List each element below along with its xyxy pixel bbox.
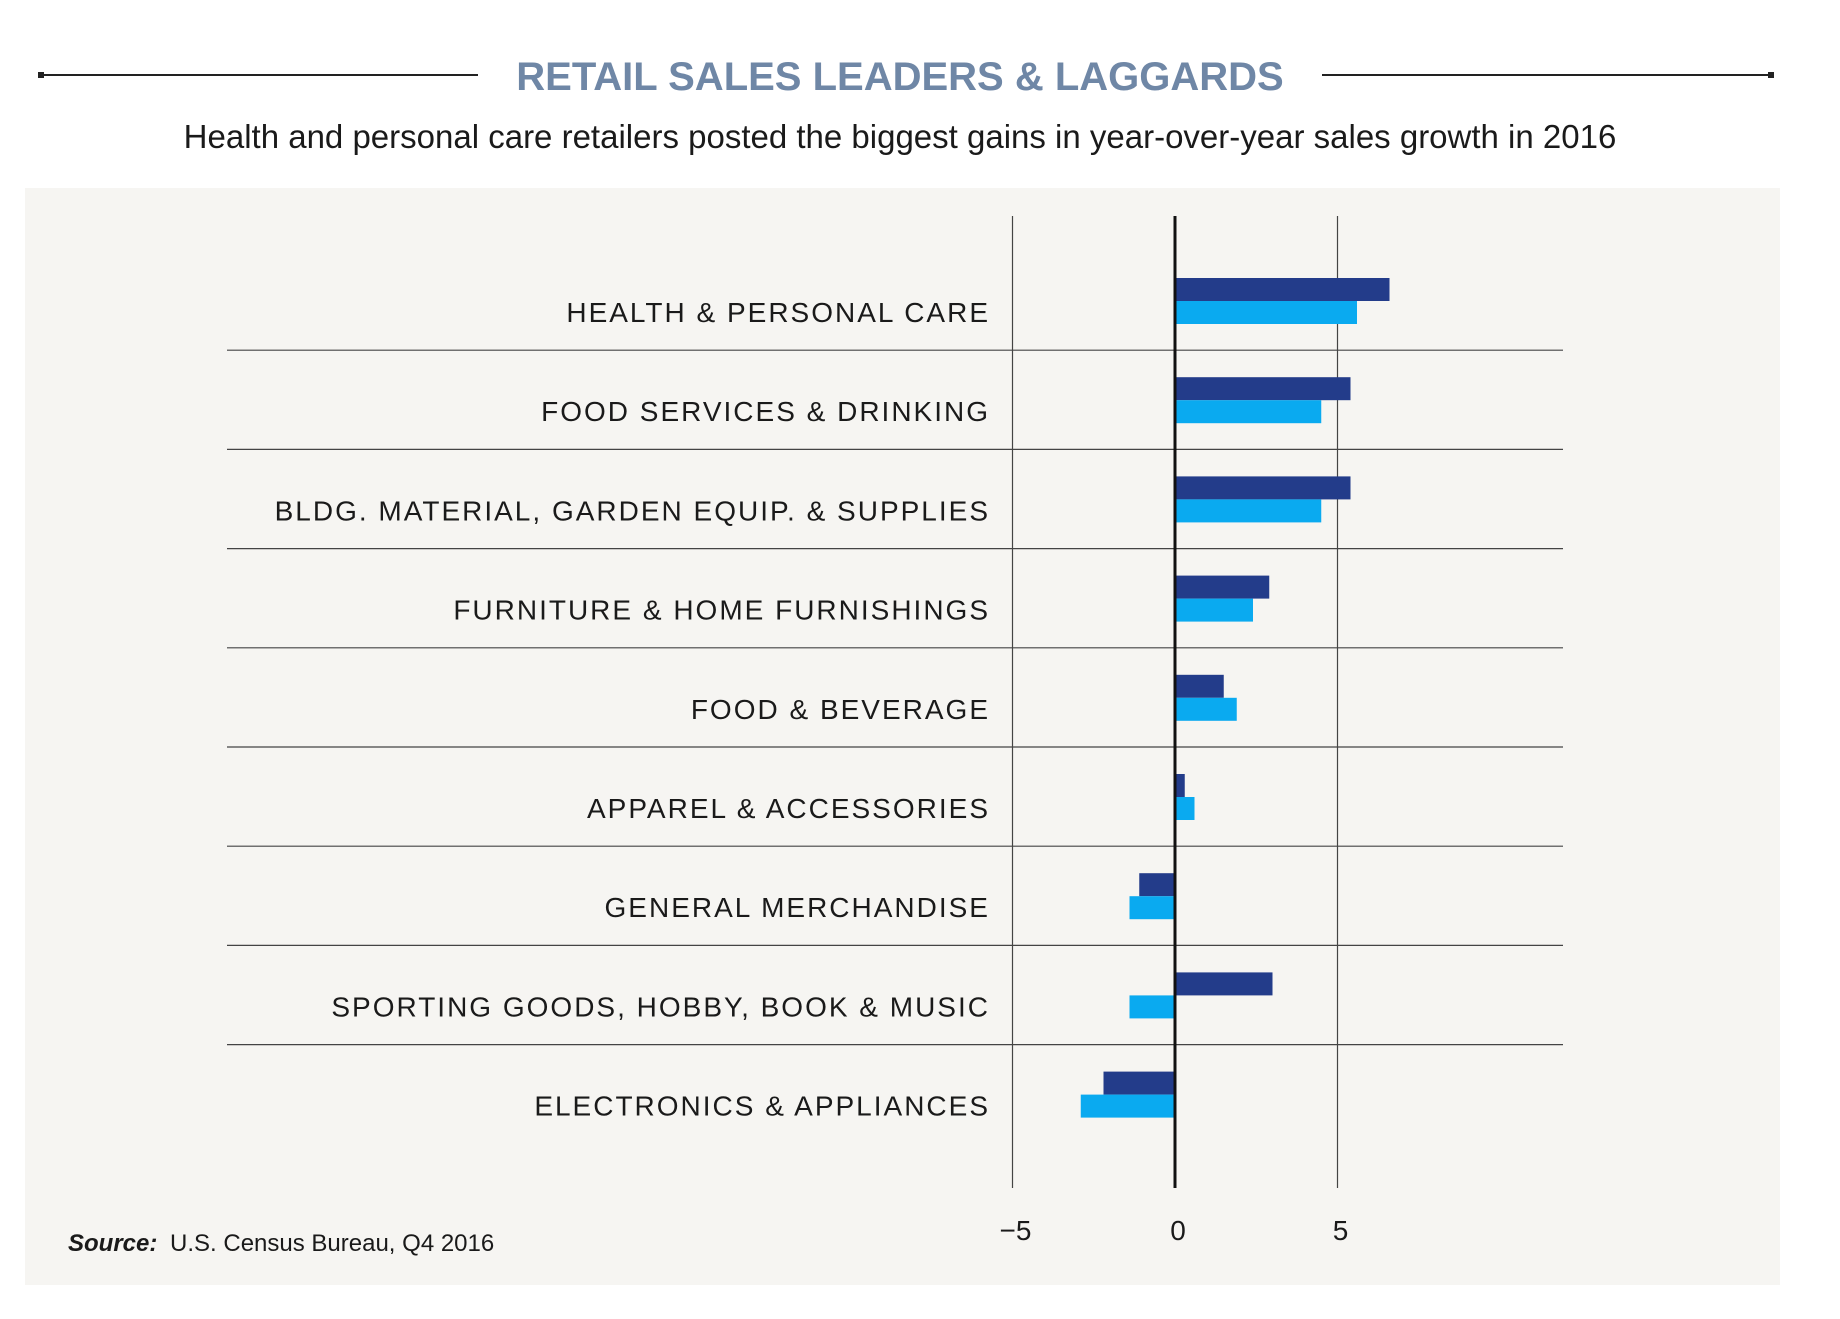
bar-series-1	[1175, 476, 1351, 500]
bar-series-2	[1175, 697, 1237, 721]
category-label: GENERAL MERCHANDISE	[605, 892, 990, 923]
bar-series-2	[1175, 499, 1322, 523]
category-labels: HEALTH & PERSONAL CARE FOOD SERVICES & DR…	[275, 297, 990, 1122]
category-label: BLDG. MATERIAL, GARDEN EQUIP. & SUPPLIES	[275, 495, 990, 526]
category-label: HEALTH & PERSONAL CARE	[566, 297, 990, 328]
bar-series-2	[1175, 797, 1195, 820]
bar-series-1	[1175, 575, 1270, 599]
chart-title: RETAIL SALES LEADERS & LAGGARDS	[516, 55, 1283, 99]
category-label: FOOD & BEVERAGE	[691, 694, 990, 725]
category-label: FOOD SERVICES & DRINKING	[541, 396, 990, 427]
x-tick-label: −5	[1000, 1215, 1032, 1246]
bar-series-2	[1175, 301, 1357, 324]
source-label: Source:	[68, 1230, 157, 1257]
plot-area: HEALTH & PERSONAL CARE FOOD SERVICES & DR…	[227, 216, 1563, 1246]
category-label: FURNITURE & HOME FURNISHINGS	[453, 595, 990, 626]
category-label: SPORTING GOODS, HOBBY, BOOK & MUSIC	[331, 991, 990, 1022]
bar-series-2	[1175, 400, 1322, 424]
bar-series-1	[1103, 1071, 1175, 1095]
bar-series-2	[1129, 995, 1175, 1019]
bar-series-1	[1175, 774, 1185, 797]
bar-series-2	[1129, 896, 1175, 920]
row-separators	[227, 349, 1563, 1046]
category-label: APPAREL & ACCESSORIES	[587, 793, 990, 824]
header: RETAIL SALES LEADERS & LAGGARDS Health a…	[38, 55, 1774, 155]
category-label: ELECTRONICS & APPLIANCES	[534, 1091, 990, 1122]
bars	[1080, 216, 1390, 1188]
title-rule-left-cap	[38, 72, 44, 78]
bar-series-1	[1175, 278, 1390, 301]
title-rule-right-cap	[1768, 72, 1774, 78]
bar-series-2	[1175, 598, 1253, 622]
source-note: Source: U.S. Census Bureau, Q4 2016	[68, 1230, 494, 1257]
x-tick-label: 5	[1333, 1215, 1349, 1246]
bar-series-2	[1080, 1094, 1175, 1118]
bar-series-1	[1175, 377, 1351, 401]
chart-panel	[25, 188, 1780, 1285]
x-axis-ticks: −5 0 5	[1000, 1215, 1349, 1246]
bar-series-1	[1139, 873, 1175, 897]
bar-series-1	[1175, 972, 1273, 996]
chart-subtitle: Health and personal care retailers poste…	[184, 118, 1617, 155]
bar-series-1	[1175, 674, 1224, 698]
x-tick-label: 0	[1170, 1215, 1186, 1246]
source-text: U.S. Census Bureau, Q4 2016	[170, 1230, 494, 1257]
